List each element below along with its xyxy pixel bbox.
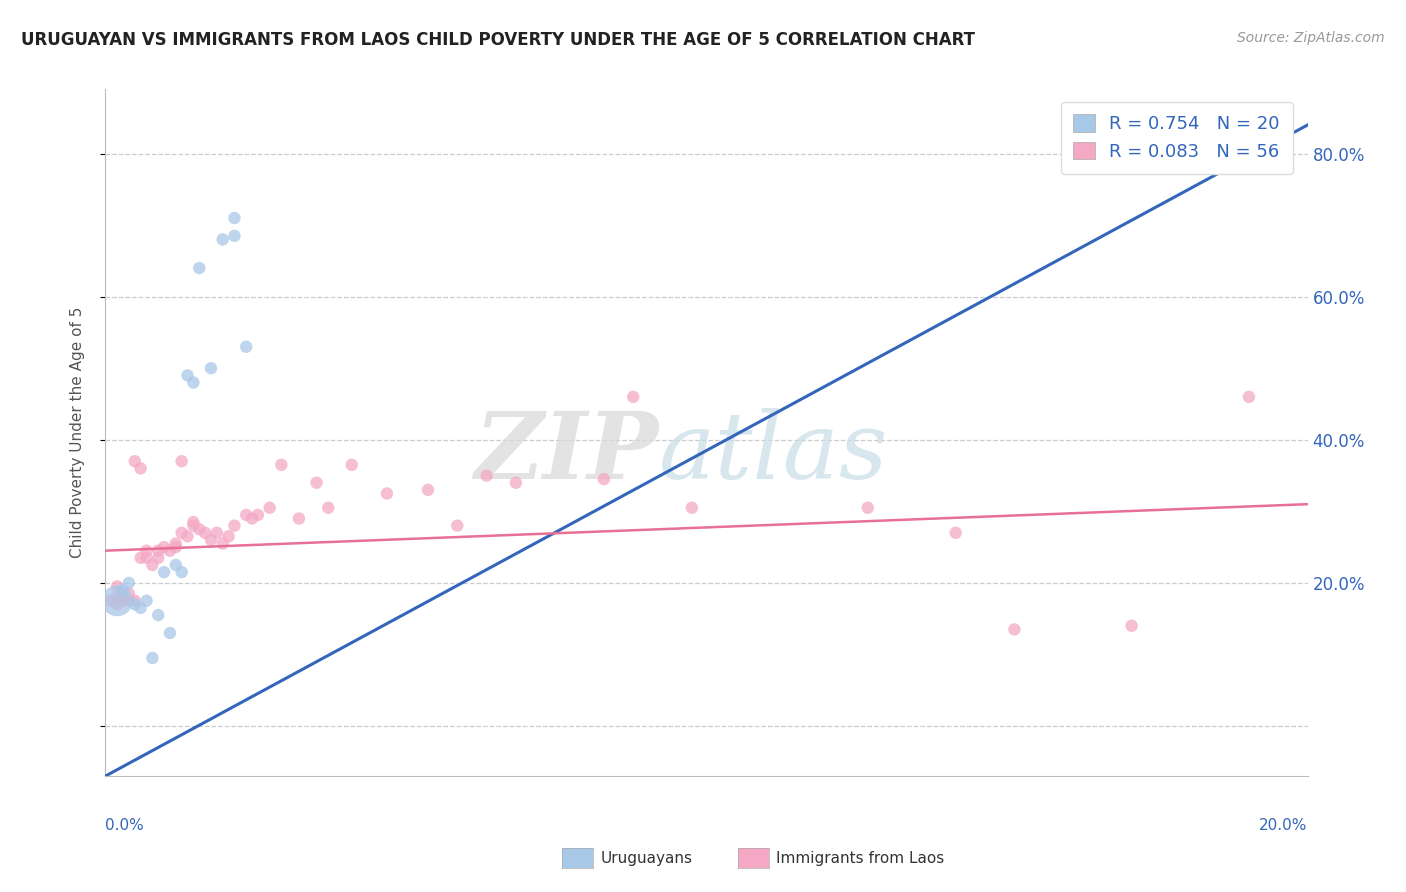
Point [105, 593, 128, 607]
Point [416, 483, 439, 497]
Point [118, 586, 141, 600]
Point [118, 593, 141, 607]
Point [165, 558, 187, 572]
Point [141, 558, 163, 572]
Point [375, 486, 398, 500]
Point [288, 511, 311, 525]
Point [194, 525, 217, 540]
Point [305, 475, 328, 490]
Text: Immigrants from Laos: Immigrants from Laos [776, 851, 945, 865]
Point [235, 340, 257, 354]
Text: ZIP: ZIP [474, 409, 658, 499]
Point [183, 518, 205, 533]
Point [183, 376, 205, 390]
Point [240, 511, 263, 525]
Point [188, 261, 211, 276]
Point [200, 361, 222, 376]
Text: URUGUAYAN VS IMMIGRANTS FROM LAOS CHILD POVERTY UNDER THE AGE OF 5 CORRELATION C: URUGUAYAN VS IMMIGRANTS FROM LAOS CHILD … [21, 31, 976, 49]
Point [170, 454, 193, 468]
Point [135, 550, 157, 565]
Point [1121, 619, 1143, 633]
Point [340, 458, 363, 472]
Text: Source: ZipAtlas.com: Source: ZipAtlas.com [1237, 31, 1385, 45]
Point [112, 582, 135, 597]
Point [170, 525, 193, 540]
Point [188, 522, 211, 536]
Point [205, 525, 228, 540]
Point [218, 529, 240, 543]
Point [1237, 390, 1260, 404]
Point [856, 500, 879, 515]
Point [224, 211, 246, 225]
Point [475, 468, 498, 483]
Text: 20.0%: 20.0% [1260, 818, 1308, 832]
Point [159, 626, 181, 640]
Point [224, 518, 246, 533]
Point [211, 232, 233, 246]
Text: 0.0%: 0.0% [105, 818, 145, 832]
Point [141, 651, 163, 665]
Point [270, 458, 292, 472]
Point [153, 540, 176, 554]
Point [621, 390, 644, 404]
Point [183, 515, 205, 529]
Point [129, 601, 152, 615]
Point [165, 540, 187, 554]
Point [100, 593, 122, 607]
Point [246, 508, 269, 522]
Point [505, 475, 527, 490]
Point [153, 565, 176, 579]
Point [235, 508, 257, 522]
Point [200, 533, 222, 547]
Point [159, 543, 181, 558]
Point [170, 565, 193, 579]
Point [124, 598, 146, 612]
Point [112, 590, 135, 604]
Point [135, 593, 157, 607]
Point [105, 590, 128, 604]
Point [105, 579, 128, 593]
Point [129, 550, 152, 565]
Point [211, 536, 233, 550]
Point [124, 593, 146, 607]
Point [124, 454, 146, 468]
Point [176, 529, 198, 543]
Point [1002, 623, 1025, 637]
Point [148, 550, 170, 565]
Point [945, 525, 967, 540]
Point [593, 472, 616, 486]
Point [112, 593, 135, 607]
Point [148, 608, 170, 623]
Legend: R = 0.754   N = 20, R = 0.083   N = 56: R = 0.754 N = 20, R = 0.083 N = 56 [1060, 102, 1292, 174]
Point [118, 575, 141, 590]
Y-axis label: Child Poverty Under the Age of 5: Child Poverty Under the Age of 5 [70, 307, 84, 558]
Point [129, 461, 152, 475]
Point [316, 500, 339, 515]
Point [259, 500, 281, 515]
Point [176, 368, 198, 383]
Point [165, 536, 187, 550]
Point [112, 590, 135, 604]
Point [446, 518, 468, 533]
Point [135, 543, 157, 558]
Text: Uruguayans: Uruguayans [600, 851, 692, 865]
Text: atlas: atlas [658, 409, 889, 499]
Point [105, 598, 128, 612]
Point [681, 500, 703, 515]
Point [224, 228, 246, 243]
Point [148, 543, 170, 558]
